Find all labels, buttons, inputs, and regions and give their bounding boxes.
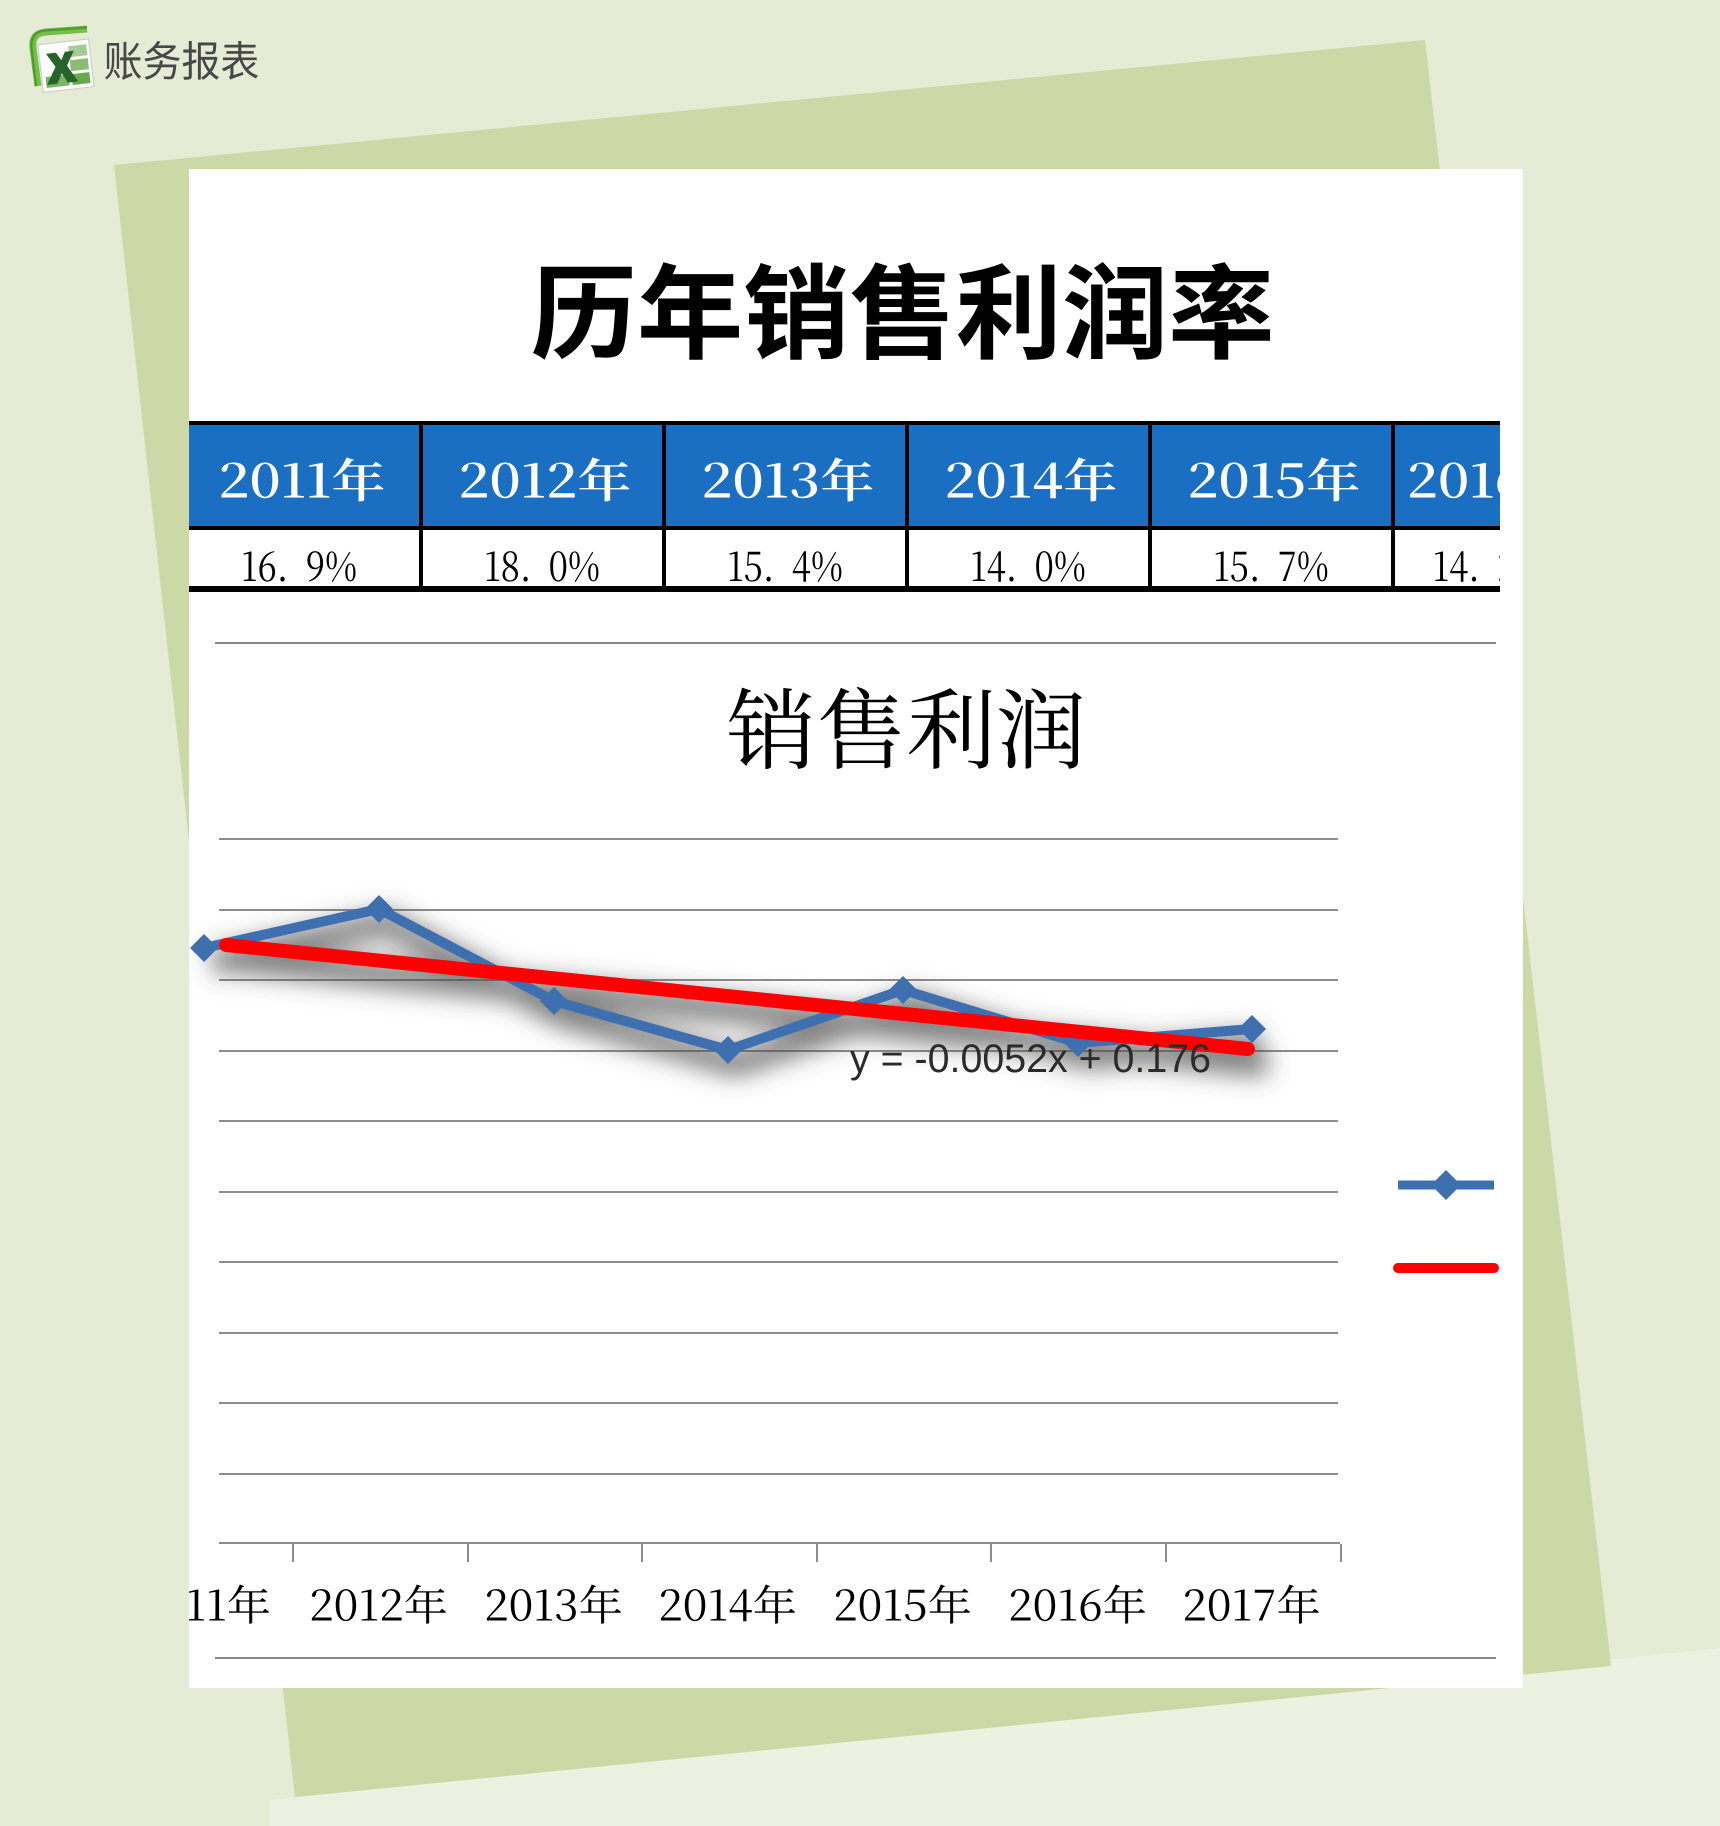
svg-text:y = -0.0052x + 0.176: y = -0.0052x + 0.176 [850,1037,1211,1081]
